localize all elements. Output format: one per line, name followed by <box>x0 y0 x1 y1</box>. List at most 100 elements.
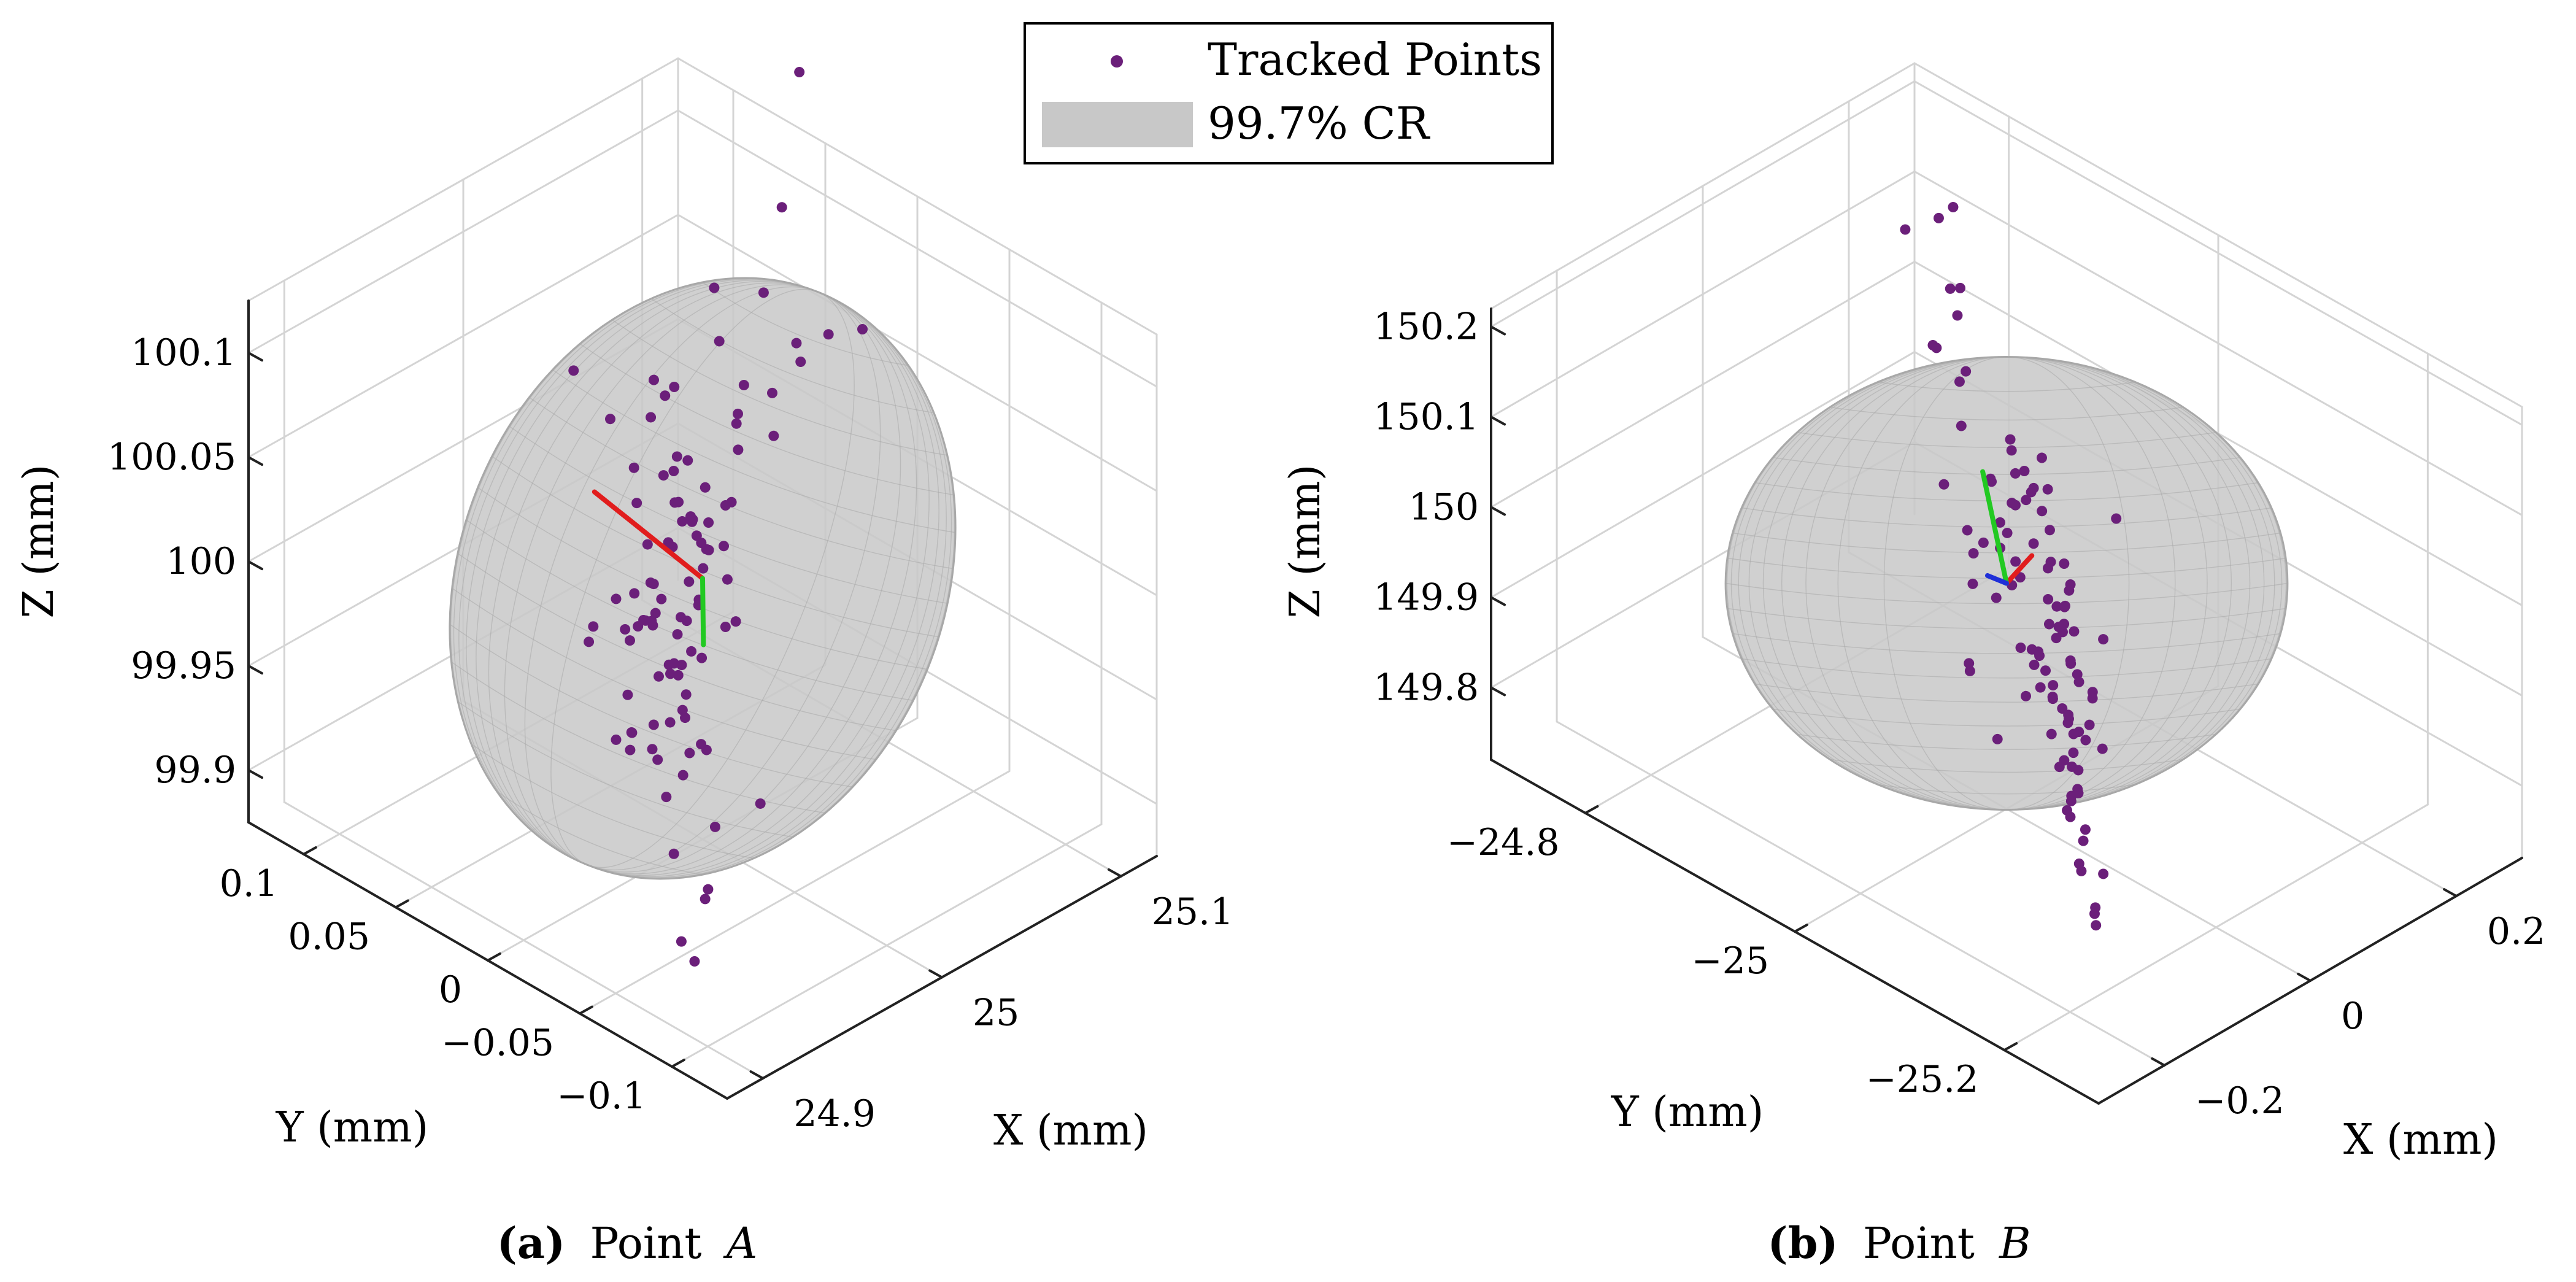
panel-b-tracked-point <box>2021 690 2031 701</box>
legend-box <box>1024 22 1554 164</box>
panel-b-principal-red <box>2004 553 2035 586</box>
panel-a-tracked-point <box>588 621 599 632</box>
panel-b-tracked-point <box>2076 865 2087 876</box>
panel-b-plot: −0.2 0 0.2 −25.2 −25 −24.8 149.8 149.9 150 150.1 1… <box>1281 62 2545 1268</box>
panel-b-grid-line <box>2003 803 2429 1051</box>
panel-a-tracked-point <box>676 936 687 947</box>
panel-b-tracked-point <box>2063 709 2074 720</box>
panel-b-tracked-point <box>2037 506 2048 517</box>
panel-a-y-tick-label: 0 <box>439 968 462 1011</box>
panel-b-z-tick-label: 150 <box>1408 485 1479 528</box>
panel-a-tracked-point <box>628 462 639 473</box>
panel-b-y-tick <box>1584 805 1599 814</box>
panel-a-points <box>568 67 868 967</box>
panel-b-caption: (b) Point B <box>1767 1218 2030 1268</box>
panel-a-grid-line <box>671 823 1103 1068</box>
panel-a-tracked-point <box>823 329 834 340</box>
panel-a-y-tick <box>579 1005 593 1015</box>
panel-a-tracked-point <box>700 482 711 493</box>
panel-b-ellipsoid-parallel <box>1878 381 2135 392</box>
panel-b-tracked-point <box>2036 452 2047 463</box>
panel-a-tracked-point <box>668 848 679 859</box>
panel-a-tracked-point <box>696 652 708 663</box>
panel-b-tracked-point <box>2044 525 2055 536</box>
panel-a-tracked-point <box>709 282 720 293</box>
panel-a-tracked-point <box>646 412 657 423</box>
panel-b-z-tick-label: 149.8 <box>1373 666 1479 709</box>
panel-a-tracked-point <box>767 387 777 398</box>
panel-b-tracked-point <box>1900 224 1911 235</box>
panel-a-y-tick <box>395 899 409 909</box>
panel-a-tracked-point <box>696 537 707 548</box>
legend-cr-patch <box>1042 102 1193 147</box>
panel-b-tracked-point <box>1991 592 2002 603</box>
panel-a-tracked-point <box>722 574 733 585</box>
panel-a-x-tick <box>749 1070 765 1080</box>
panel-a-tracked-point <box>686 646 697 657</box>
panel-a-tracked-point <box>652 754 663 765</box>
panel-b-pane-edge <box>1490 62 1916 310</box>
panel-b-x-tick <box>2297 973 2312 982</box>
panel-a-ellipsoid-parallel <box>612 319 947 456</box>
panel-a-y-tick-label: 0.05 <box>288 915 370 958</box>
panel-b-grid-line <box>1913 80 2523 426</box>
panel-b-z-tick-label: 150.1 <box>1373 395 1479 438</box>
panel-b-tracked-point <box>2043 619 2054 630</box>
panel-b-tracked-point <box>2097 743 2108 754</box>
panel-a-tracked-point <box>857 324 868 335</box>
panel-b-axes <box>1490 307 2523 1105</box>
panel-a-pane-edge <box>247 57 679 302</box>
panel-b-tracked-point <box>1952 310 1963 321</box>
panel-a-tracked-point <box>625 744 636 755</box>
panel-a-tracked-point <box>677 770 688 781</box>
panel-a-tracked-point <box>668 466 679 477</box>
panel-a-x-label: X (mm) <box>993 1106 1148 1155</box>
panel-a-y-tick <box>487 952 501 962</box>
panel-b-x-label: X (mm) <box>2343 1116 2498 1164</box>
panel-b-grid-line <box>1490 260 1916 508</box>
panel-a-tracked-point <box>584 636 595 647</box>
panel-b-tracked-point <box>2098 868 2109 879</box>
panel-b-tracked-point <box>2089 908 2100 919</box>
panel-a-tracked-point <box>738 380 749 391</box>
panel-a-grid-line <box>677 109 1158 388</box>
panel-b-y-tick-label: −25.2 <box>1866 1058 1979 1101</box>
panel-b-pane-edge <box>1913 62 2523 408</box>
panel-b-tracked-point <box>2028 482 2039 493</box>
panel-b-tracked-point <box>2073 788 2084 799</box>
panel-b-grid-line <box>1913 170 2523 516</box>
legend-label-tracked-points: Tracked Points <box>1208 34 1542 85</box>
panel-b-tracked-point <box>2047 692 2058 703</box>
panel-b-tracked-point <box>1964 658 1975 669</box>
panel-a-tracked-point <box>663 537 674 548</box>
panel-a-tracked-point <box>733 444 744 455</box>
panel-a-tracked-point <box>646 616 657 627</box>
panel-a-tracked-point <box>776 202 787 213</box>
panel-a-tracked-point <box>720 622 731 633</box>
panel-b-ellipsoid-parallel <box>1727 608 2286 630</box>
panel-b-ellipsoid-parallel <box>1725 582 2288 604</box>
panel-b-ellipsoid-parallel <box>1773 708 2240 727</box>
panel-a-tracked-point <box>658 470 669 481</box>
panel-a-tracked-point <box>696 739 707 750</box>
panel-a-tracked-point <box>677 705 688 716</box>
panel-a-tracked-point <box>568 365 579 376</box>
panel-a-tracked-point <box>605 414 615 425</box>
panel-a-tracked-point <box>633 621 644 632</box>
panel-b-tracked-point <box>2043 594 2054 605</box>
panel-a-tracked-point <box>669 381 680 392</box>
panel-b-z-tick <box>1490 506 1506 516</box>
panel-b-tracked-point <box>2065 655 2076 666</box>
panel-a-tracked-point <box>611 734 622 745</box>
panel-b-ellipsoid-parallel <box>1732 633 2281 654</box>
panel-b-tracked-point <box>2069 626 2080 637</box>
panel-a-tracked-point <box>681 689 692 700</box>
panel-b-x-tick <box>2151 1057 2166 1067</box>
panel-b-z-tick <box>1490 415 1506 426</box>
panel-b-tracked-point <box>2046 728 2057 739</box>
panel-a-y-tick <box>671 1059 685 1068</box>
panel-a-tracked-point <box>731 418 742 429</box>
panel-b-tracked-point <box>1948 202 1959 213</box>
panel-b-ellipsoid-parallel <box>1754 683 2259 703</box>
panel-b-tracked-point <box>2042 484 2053 495</box>
